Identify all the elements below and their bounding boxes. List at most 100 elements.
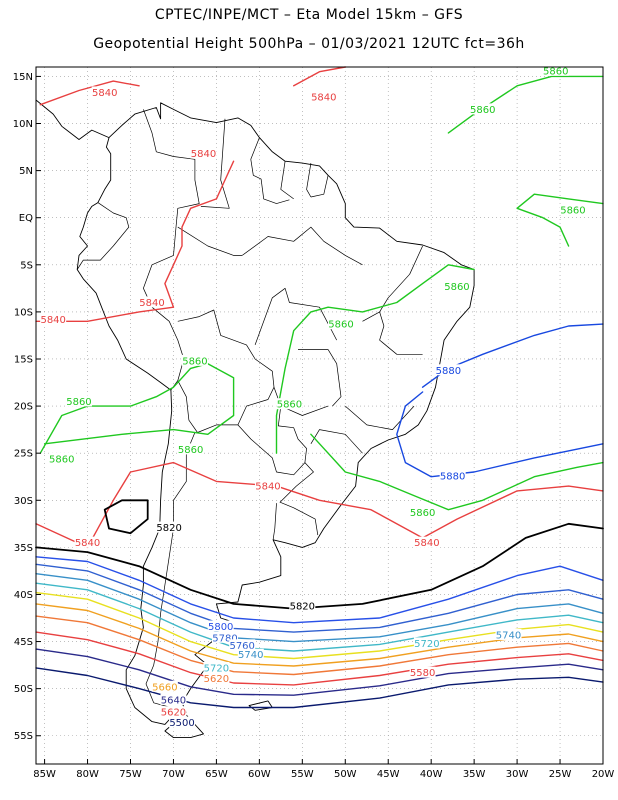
- country-border: [280, 405, 329, 416]
- contour-label: 5840: [139, 298, 164, 309]
- contour-5840: [39, 80, 140, 106]
- contour-5860: [310, 433, 604, 511]
- coastline: [35, 99, 110, 140]
- lat-tick-label: 5S: [20, 260, 33, 271]
- country-border: [76, 202, 130, 270]
- contour-label-bg: [439, 469, 466, 481]
- lon-tick-label: 30W: [506, 769, 529, 780]
- country-border: [272, 503, 277, 540]
- lon-tick-label: 65W: [205, 769, 228, 780]
- contour-label-bg: [138, 296, 165, 308]
- contour-label: 5880: [436, 366, 461, 377]
- contour-label-bg: [310, 91, 337, 103]
- contour-label-bg: [409, 506, 436, 518]
- lon-tick-label: 20W: [592, 769, 615, 780]
- contour-label-bg: [169, 716, 196, 728]
- contour-label: 5860: [66, 397, 91, 408]
- lat-tick-label: 15S: [14, 354, 33, 365]
- contour-label: 5880: [440, 471, 465, 482]
- lat-tick-label: 35S: [14, 543, 33, 554]
- country-border: [362, 311, 423, 355]
- map-frame: [35, 66, 604, 765]
- contour-label-bg: [289, 599, 316, 611]
- contour-label: 5860: [328, 320, 353, 331]
- coastline: [248, 700, 273, 711]
- contour-label-bg: [495, 628, 522, 640]
- country-border: [280, 161, 294, 200]
- contour-label: 5500: [169, 718, 194, 729]
- lon-tick-label: 60W: [248, 769, 271, 780]
- contour-label-bg: [542, 64, 569, 76]
- graticule: [36, 67, 604, 764]
- contour-label-bg: [443, 280, 470, 292]
- lat-tick-label: EQ: [19, 213, 33, 224]
- lon-tick-label: 80W: [76, 769, 99, 780]
- contour-label: 5720: [204, 663, 229, 674]
- axis-ticks: 15N 10N 5N EQ 5S 10S 15S 20S 25S 30S 35S 40S 45S 50S 5…: [13, 72, 615, 780]
- contour-label: 5860: [560, 206, 585, 217]
- contour-label-bg: [413, 637, 440, 649]
- lon-tick-label: 70W: [162, 769, 185, 780]
- contour-label-bg: [190, 147, 217, 159]
- contour-label: 5840: [75, 538, 100, 549]
- lat-tick-label: 30S: [14, 496, 33, 507]
- lon-tick-label: 55W: [291, 769, 314, 780]
- contour-label-bg: [177, 443, 204, 455]
- contour-label: 5740: [496, 630, 521, 641]
- lon-tick-label: 40W: [420, 769, 443, 780]
- contour-5860: [275, 264, 475, 454]
- contour-label-bg: [207, 620, 234, 632]
- chart-subtitle: Geopotential Height 500hPa – 01/03/2021 …: [93, 36, 525, 52]
- contour-5880: [421, 323, 604, 388]
- contour-label-bg: [229, 639, 256, 651]
- contour-label: 5860: [49, 454, 74, 465]
- country-border: [143, 255, 185, 391]
- chart-title: CPTEC/INPE/MCT – Eta Model 15km – GFS: [154, 7, 464, 23]
- height-contours: [35, 66, 604, 709]
- contour-5660: [35, 603, 604, 667]
- contour-label-bg: [254, 480, 281, 492]
- contour-label-bg: [65, 395, 92, 407]
- contour-label: 5760: [229, 641, 254, 652]
- contour-label: 5580: [410, 668, 435, 679]
- contour-label-bg: [327, 318, 354, 330]
- contour-label-bg: [276, 398, 303, 410]
- contour-5840: [35, 461, 604, 549]
- contour-label-bg: [409, 666, 436, 678]
- contour-label-bg: [74, 536, 101, 548]
- contour-label-bg: [212, 631, 238, 643]
- contour-5800: [35, 556, 604, 624]
- contour-label: 5780: [212, 633, 237, 644]
- contour-label-bg: [181, 354, 208, 366]
- contour-label: 5860: [410, 508, 435, 519]
- lon-tick-label: 45W: [377, 769, 400, 780]
- lat-tick-label: 55S: [14, 731, 33, 742]
- contour-label-bg: [40, 313, 67, 325]
- contour-5820: [103, 499, 149, 535]
- contour-label: 5840: [414, 538, 439, 549]
- contour-5580: [35, 631, 604, 686]
- contour-label: 5620: [161, 708, 186, 719]
- contour-label-bg: [203, 672, 230, 684]
- country-border: [143, 109, 200, 256]
- coastlines-and-borders: [35, 99, 475, 739]
- country-border: [200, 118, 230, 209]
- contour-label: 5740: [238, 650, 263, 661]
- contour-5840: [35, 160, 235, 322]
- country-border: [177, 380, 275, 433]
- lat-tick-label: 40S: [14, 590, 33, 601]
- contour-5860: [516, 193, 604, 247]
- contour-5840: [293, 66, 346, 87]
- contour-5540: [35, 648, 604, 696]
- contour-label-bg: [160, 706, 187, 718]
- country-border: [310, 175, 329, 198]
- country-border: [345, 405, 415, 430]
- lat-tick-label: 25S: [14, 449, 33, 460]
- contour-5700: [35, 591, 604, 660]
- contour-5740: [35, 573, 604, 643]
- lat-tick-label: 10N: [13, 119, 33, 130]
- contour-label: 5820: [156, 523, 181, 534]
- country-border: [250, 137, 290, 204]
- country-border: [306, 163, 312, 198]
